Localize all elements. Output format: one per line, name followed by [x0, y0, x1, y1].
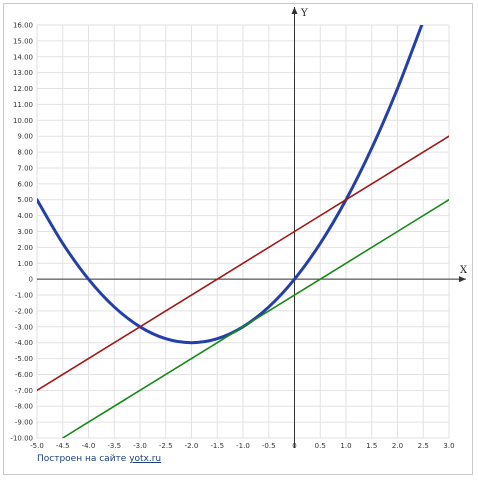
y-tick-label: -6.00 [15, 371, 33, 379]
y-tick-label: 9.00 [17, 133, 33, 141]
x-tick-label: 2.0 [392, 442, 403, 450]
x-tick-label: 1.0 [340, 442, 351, 450]
x-tick-label: -4.5 [56, 442, 70, 450]
y-tick-label: -7.00 [15, 387, 33, 395]
series-line [37, 135, 449, 392]
x-tick-label: 0.5 [315, 442, 326, 450]
x-tick-label: 1.5 [366, 442, 377, 450]
x-tick-label: -3.0 [133, 442, 147, 450]
y-axis-arrow-icon [291, 7, 298, 14]
axes [37, 7, 466, 448]
y-tick-label: 14.00 [13, 53, 33, 61]
chart-frame [3, 3, 473, 475]
y-tick-label: -8.00 [15, 403, 33, 411]
y-tick-label: 4.00 [17, 212, 33, 220]
x-tick-label: -0.5 [262, 442, 276, 450]
y-tick-label: 5.00 [17, 196, 33, 204]
y-tick-label: -3.00 [15, 323, 33, 331]
y-tick-label: 11.00 [13, 101, 33, 109]
x-tick-label: -1.0 [236, 442, 250, 450]
y-tick-label: -9.00 [15, 419, 33, 427]
y-tick-label: 10.00 [13, 117, 33, 125]
x-tick-label: -3.5 [107, 442, 121, 450]
x-tick-label: -1.5 [210, 442, 224, 450]
y-tick-label: 12.00 [13, 85, 33, 93]
x-tick-label: -2.5 [159, 442, 173, 450]
x-tick-label: -5.0 [30, 442, 44, 450]
series-line [61, 198, 449, 438]
y-tick-label: 0 [29, 276, 33, 284]
x-tick-label: -2.0 [185, 442, 199, 450]
x-tick-label: 0 [292, 442, 296, 450]
y-tick-label: 13.00 [13, 69, 33, 77]
x-tick-label: 2.5 [418, 442, 429, 450]
series-line [37, 25, 424, 345]
credit-text: Построен на сайте [37, 454, 130, 464]
y-tick-label: -5.00 [15, 355, 33, 363]
y-tick-label: 16.00 [13, 22, 33, 30]
y-tick-label: 2.00 [17, 244, 33, 252]
y-axis-label: Y [300, 8, 308, 19]
y-tick-label: -1.00 [15, 292, 33, 300]
x-axis-label: X [460, 265, 468, 276]
x-axis-arrow-icon [459, 276, 466, 283]
y-tick-label: 8.00 [17, 149, 33, 157]
series-lines [37, 25, 449, 438]
credit-link[interactable]: yotx.ru [129, 454, 162, 464]
y-tick-label: 6.00 [17, 180, 33, 188]
tick-labels: -5.0 -4.5 -4.0 -3.5 -3.0 -2.5 -2.0 -1.5 -1.0 -0.5… [10, 22, 454, 451]
grid-lines [36, 24, 450, 439]
y-tick-label: 3.00 [17, 228, 33, 236]
y-tick-label: 7.00 [17, 164, 33, 172]
x-tick-label: 3.0 [443, 442, 454, 450]
site-credit: Построен на сайте yotx.ru [37, 454, 161, 464]
y-tick-label: -2.00 [15, 307, 33, 315]
y-tick-label: 15.00 [13, 37, 33, 45]
y-tick-label: -4.00 [15, 339, 33, 347]
x-tick-label: -4.0 [82, 442, 96, 450]
y-tick-label: 1.00 [17, 260, 33, 268]
y-tick-label: -10.00 [10, 435, 33, 443]
